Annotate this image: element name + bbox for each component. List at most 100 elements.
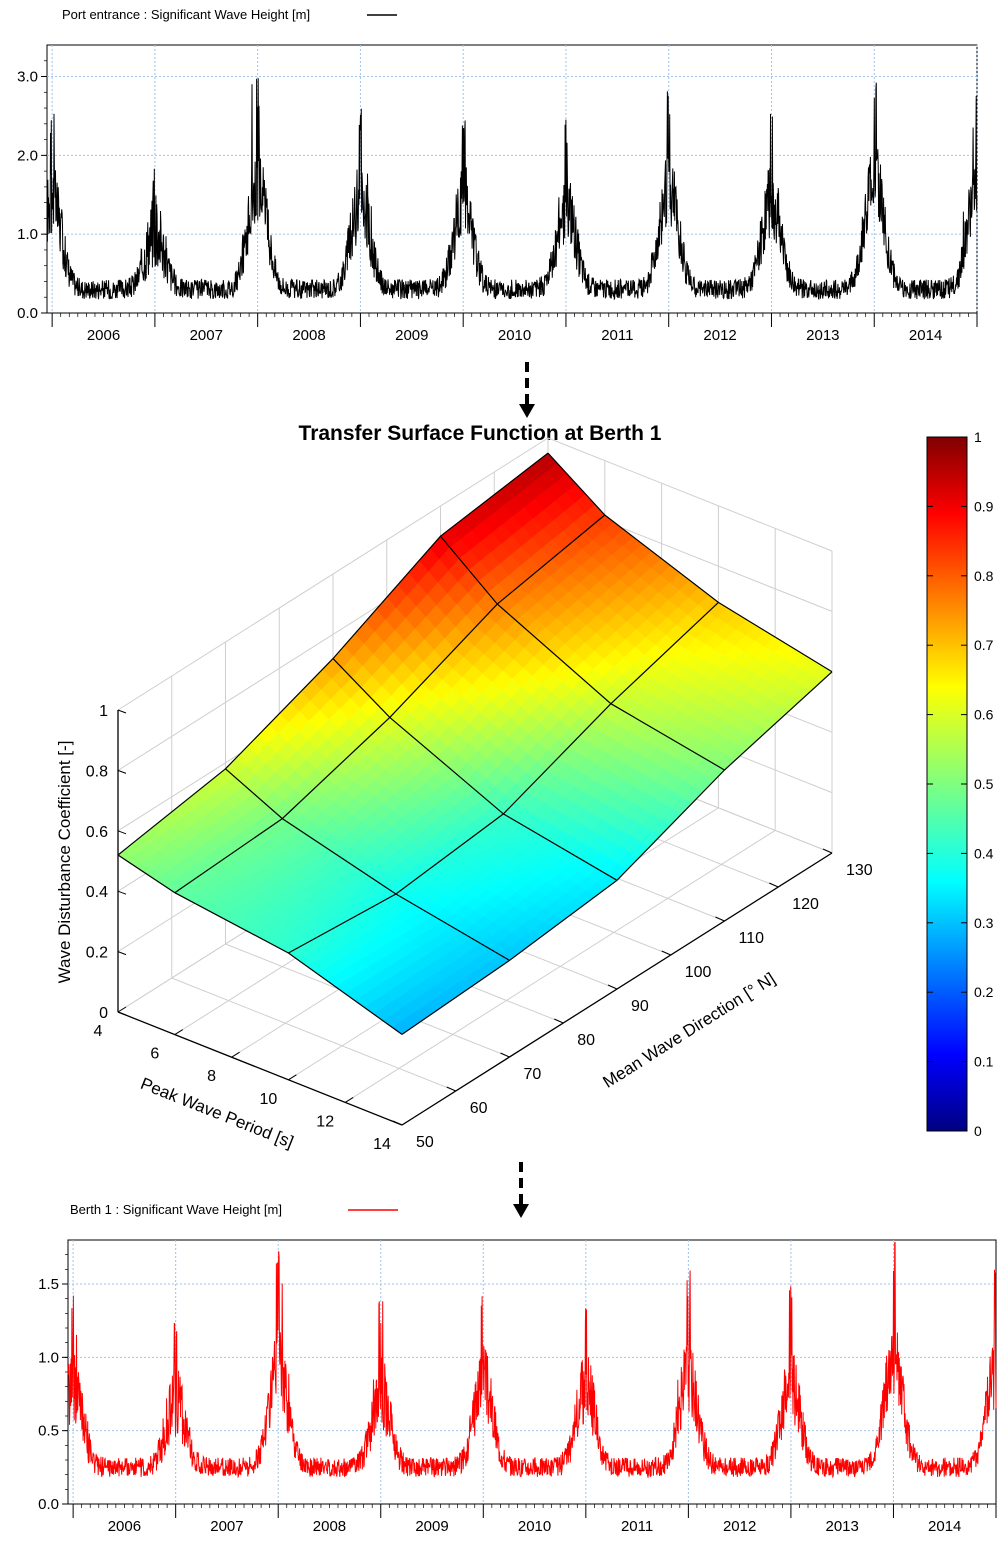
colorbar-tick-label: 0.2 (974, 984, 994, 1000)
z-tick-label: 0.6 (86, 824, 108, 841)
y-tick (822, 848, 833, 854)
surface-mesh-line (440, 535, 725, 771)
surface-mesh-line (332, 658, 618, 881)
z-tick (117, 1011, 127, 1016)
x-tick-label: 2008 (292, 327, 325, 344)
y-tick-label: 0.0 (38, 1496, 59, 1513)
z-tick (117, 951, 127, 956)
y-tick (446, 1086, 456, 1092)
x-tick-label: 2009 (395, 327, 428, 344)
berth-1-legend-label: Berth 1 : Significant Wave Height [m] (70, 1202, 282, 1217)
colorbar-tick-label: 0.7 (974, 637, 994, 653)
x-tick-label: 2008 (313, 1518, 346, 1535)
port-entrance-plot-frame (46, 44, 978, 314)
port-entrance-legend-label: Port entrance : Significant Wave Height … (62, 7, 310, 22)
z-tick-label: 0.4 (86, 884, 108, 901)
y-tick-label: 100 (685, 964, 712, 981)
y-tick-label: 60 (470, 1100, 488, 1117)
surface-y-axis: 50 60 70 80 90 100 110 120 130 (392, 848, 873, 1151)
port-entrance-chart: Port entrance : Significant Wave Height … (17, 7, 978, 344)
x-tick-label: 2014 (928, 1518, 961, 1535)
y-tick-label: 1.0 (38, 1349, 59, 1366)
x-tick (288, 1074, 297, 1081)
y-tick-label: 120 (792, 896, 819, 913)
colorbar-tick-label: 0.4 (974, 845, 994, 861)
x-tick-label: 2006 (108, 1518, 141, 1535)
colorbar-tick-label: 0 (974, 1123, 982, 1139)
surface-mesh (117, 452, 833, 1035)
surface-mesh-line (225, 768, 510, 961)
berth-1-x-axis: 2006 2007 2008 2009 2010 2011 2012 2013 2014 (72, 1504, 997, 1535)
y-tick-label: 2.0 (17, 147, 38, 164)
x-tick-label: 2012 (703, 327, 736, 344)
x-tick-label: 10 (260, 1091, 278, 1108)
y-tick-label: 3.0 (17, 69, 38, 86)
x-tick (117, 1006, 127, 1013)
z-tick-label: 0 (99, 1005, 108, 1022)
port-entrance-x-axis: 2006 2007 2008 2009 2010 2011 2012 2013 2014 (51, 313, 978, 344)
colorbar-tick-label: 0.5 (974, 776, 994, 792)
z-tick (117, 830, 127, 835)
colorbar-ticks: 0 0.1 0.2 0.3 0.4 0.5 0.6 0.7 0.8 0.9 1 (927, 429, 994, 1139)
y-tick-label: 0.5 (38, 1423, 59, 1440)
colorbar-tick-label: 0.8 (974, 568, 994, 584)
x-tick-label: 2010 (518, 1518, 551, 1535)
down-arrow-2 (513, 1162, 529, 1218)
y-tick (769, 882, 779, 888)
berth-1-y-axis: 0.0 0.5 1.0 1.5 (38, 1254, 68, 1513)
y-tick (554, 1018, 564, 1024)
wall-grid-line (547, 437, 833, 552)
x-tick-label: 2010 (498, 327, 531, 344)
port-entrance-series-line (46, 78, 978, 301)
y-tick (392, 1120, 403, 1126)
y-tick (607, 984, 618, 990)
x-tick-label: 8 (207, 1068, 216, 1085)
x-tick-label: 2011 (601, 327, 633, 344)
surface-mesh-line (117, 854, 403, 1035)
colorbar-tick-label: 1 (974, 429, 982, 445)
z-tick-label: 1 (99, 703, 108, 720)
z-tick-label: 0.2 (86, 945, 108, 962)
port-entrance-grid (47, 45, 978, 313)
y-tick-label: 130 (846, 862, 873, 879)
berth-1-series-line (67, 1242, 997, 1479)
colorbar-tick-label: 0.1 (974, 1054, 994, 1070)
port-entrance-y-axis: 0.0 1.0 2.0 3.0 (17, 60, 47, 322)
transfer-surface-chart: Transfer Surface Function at Berth 1 0 0.… (55, 422, 994, 1153)
z-tick-label: 0.8 (86, 763, 108, 780)
z-tick (117, 709, 127, 714)
colorbar-tick-label: 0.3 (974, 915, 994, 931)
surface-mesh-line (547, 452, 833, 673)
surface-z-axis-label: Wave Disturbance Coefficient [-] (55, 741, 74, 984)
x-tick-label: 2007 (210, 1518, 243, 1535)
x-tick (231, 1051, 240, 1058)
y-tick-label: 90 (631, 998, 649, 1015)
x-tick (174, 1029, 184, 1036)
x-tick-label: 2011 (621, 1518, 653, 1535)
x-tick-label: 2013 (826, 1518, 859, 1535)
colorbar-tick-label: 0.9 (974, 498, 994, 514)
surface-title: Transfer Surface Function at Berth 1 (299, 422, 662, 445)
x-tick-label: 14 (373, 1136, 391, 1153)
x-tick (344, 1096, 354, 1103)
y-tick-label: 1.5 (38, 1276, 59, 1293)
berth-1-chart: Berth 1 : Significant Wave Height [m] 0.… (38, 1202, 997, 1535)
x-tick-label: 2013 (806, 327, 839, 344)
floor-grid-line (171, 977, 456, 1092)
x-tick (401, 1119, 411, 1126)
down-arrow-1 (519, 362, 535, 418)
y-tick-label: 1.0 (17, 226, 38, 243)
y-tick-label: 70 (524, 1066, 542, 1083)
x-tick-label: 12 (316, 1113, 334, 1130)
z-tick (117, 769, 127, 774)
y-tick (715, 916, 725, 922)
surface-y-axis-label: Mean Wave Direction [° N] (600, 969, 779, 1092)
y-tick (661, 950, 671, 956)
y-tick-label: 80 (577, 1032, 595, 1049)
z-tick (117, 890, 127, 895)
surface-z-axis: 0 0.2 0.4 0.6 0.8 1 (86, 703, 127, 1022)
x-tick-label: 2007 (190, 327, 223, 344)
x-tick-label: 2009 (415, 1518, 448, 1535)
x-tick-label: 2012 (723, 1518, 756, 1535)
